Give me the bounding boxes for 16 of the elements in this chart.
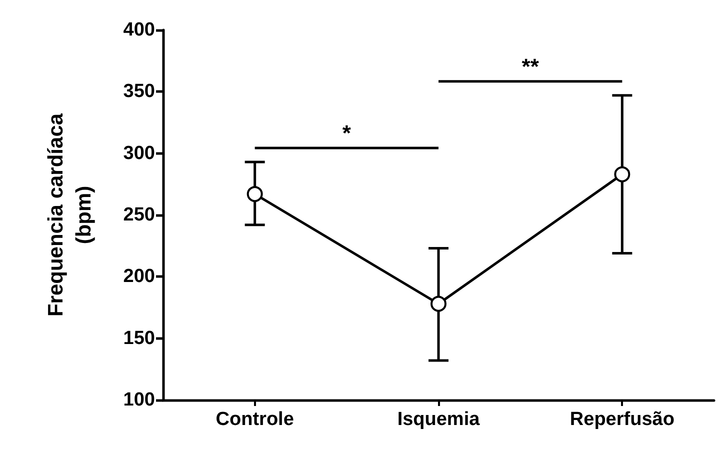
point	[614, 166, 630, 182]
x-tick-label: Controle	[216, 409, 294, 430]
point	[246, 186, 263, 202]
y-tick-label: 350	[123, 81, 155, 102]
y-tick-label: 400	[123, 20, 155, 40]
point	[430, 296, 446, 312]
y-axis-title: Frequencia cardíaca (bpm)	[44, 113, 96, 317]
y-tick-label: 300	[123, 142, 155, 164]
x-tick-label: Isquemia	[397, 409, 480, 430]
y-tick-label: 250	[123, 204, 155, 226]
x-tick-label: Reperfusão	[570, 409, 674, 430]
annotation: *	[342, 120, 352, 146]
y-tick-label: 150	[123, 328, 155, 349]
annotation: **	[522, 54, 540, 79]
y-tick-label: 200	[123, 266, 155, 288]
y-tick-label: 100	[123, 390, 155, 410]
